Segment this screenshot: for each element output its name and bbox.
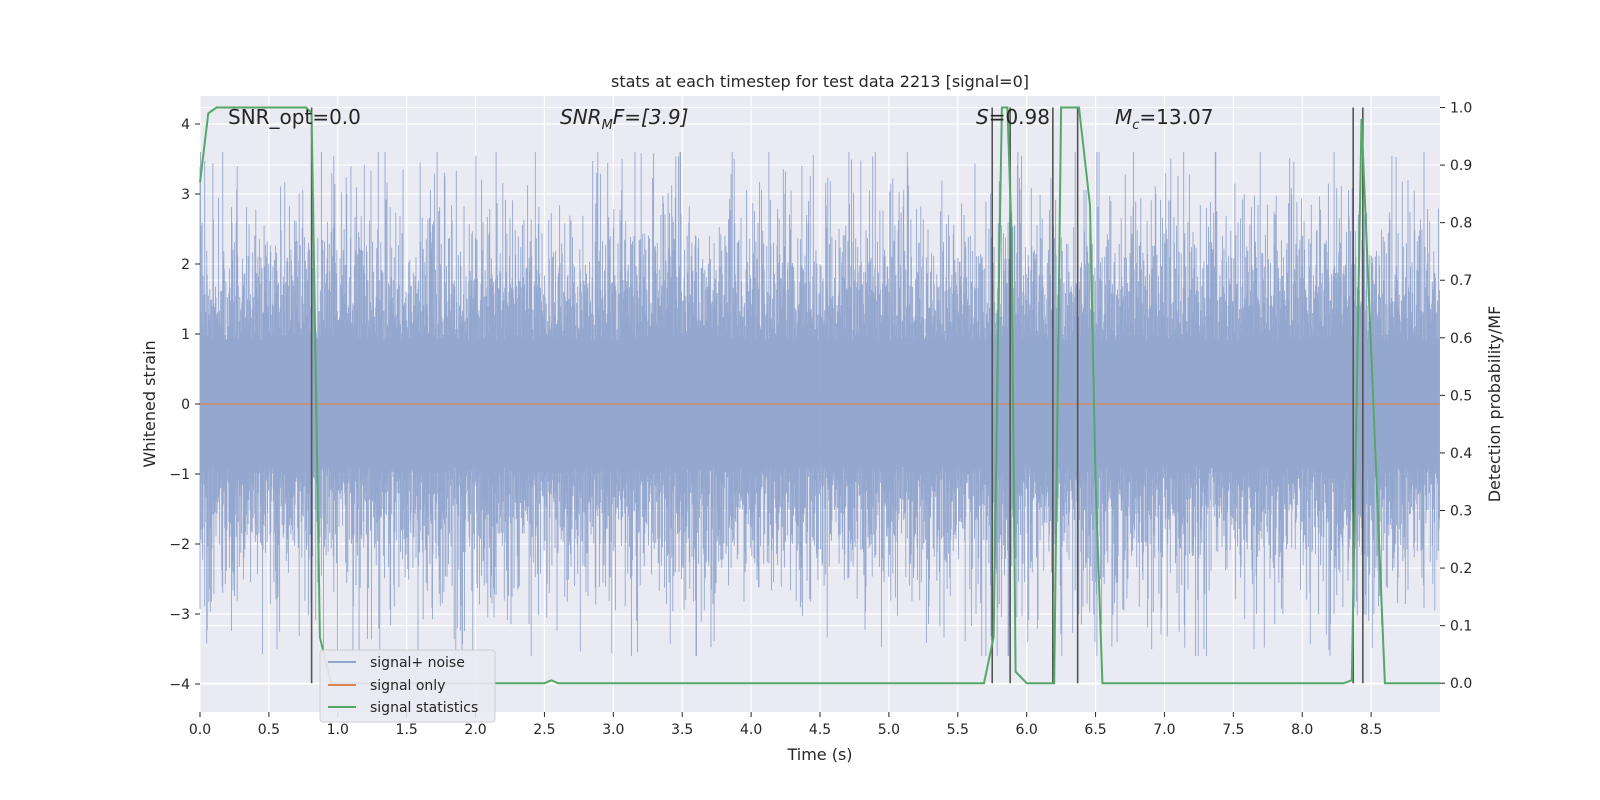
y-left-tick-label: −1 — [169, 467, 190, 483]
legend-label-signal-only: signal only — [370, 678, 445, 694]
x-axis-ticks: 0.0 0.5 1.0 1.5 2.0 2.5 3.0 3.5 4.0 4.5 5.0 5.5 6.0 6… — [189, 712, 1382, 738]
annotation-mc: Mc=13.07 — [1115, 105, 1213, 133]
vertical-lines — [310, 107, 1364, 684]
y-right-tick-label: 1.0 — [1450, 101, 1472, 117]
statistics-series — [199, 106, 1440, 685]
legend: signal+ noise signal only signal statist… — [319, 649, 496, 723]
x-tick-label: 5.5 — [947, 722, 969, 738]
y-left-tick-label: 1 — [181, 327, 190, 343]
y-axis-right-ticks: 1.0 0.9 0.8 0.7 0.6 0.5 0.4 0.3 0.2 0.1 0.0 — [1440, 101, 1472, 692]
annotation-snr-mf-subscript: M — [602, 118, 613, 133]
y-right-tick-label: 0.3 — [1450, 504, 1472, 520]
y-axis-left-ticks: 4 3 2 1 0 −1 −2 −3 −4 — [169, 117, 200, 693]
x-tick-label: 4.5 — [809, 722, 831, 738]
y-left-tick-label: 2 — [181, 257, 190, 273]
legend-label-statistics: signal statistics — [370, 700, 478, 716]
annotation-mc-value: =13.07 — [1139, 105, 1213, 129]
y-left-tick-label: −3 — [169, 607, 190, 623]
annotation-snr-mf-value: F=[3.9] — [613, 105, 689, 129]
y-left-tick-label: 3 — [181, 187, 190, 203]
noise-trace — [199, 152, 1440, 656]
x-tick-label: 7.0 — [1153, 722, 1175, 738]
y-left-tick-label: −2 — [169, 537, 190, 553]
noise-series — [199, 152, 1440, 656]
legend-box — [319, 649, 496, 723]
x-tick-label: 3.0 — [602, 722, 624, 738]
y-right-tick-label: 0.8 — [1450, 216, 1472, 232]
y-left-tick-label: 0 — [181, 397, 190, 413]
annotation-snr-opt: SNR_opt=0.0 — [228, 105, 361, 129]
x-tick-label: 2.0 — [464, 722, 486, 738]
annotation-s: S=0.98 — [976, 105, 1050, 129]
statistics-line — [199, 106, 1440, 685]
chart-title: stats at each timestep for test data 221… — [611, 72, 1029, 91]
x-tick-label: 4.0 — [740, 722, 762, 738]
x-tick-label: 1.5 — [396, 722, 418, 738]
x-tick-label: 6.0 — [1016, 722, 1038, 738]
y-right-tick-label: 0.5 — [1450, 388, 1472, 404]
x-tick-label: 2.5 — [533, 722, 555, 738]
y-right-tick-label: 0.0 — [1450, 676, 1472, 692]
y-right-tick-label: 0.2 — [1450, 561, 1472, 577]
annotation-snr-mf-symbol: SNR — [560, 105, 602, 129]
x-tick-label: 6.5 — [1084, 722, 1106, 738]
y-right-tick-label: 0.9 — [1450, 158, 1472, 174]
annotation-snr-mf: SNRMF=[3.9] — [560, 105, 688, 133]
x-tick-label: 7.5 — [1222, 722, 1244, 738]
x-axis-label: Time (s) — [786, 745, 852, 764]
y-right-tick-label: 0.4 — [1450, 446, 1472, 462]
y-axis-right-label: Detection probability/MF — [1485, 306, 1504, 503]
y-left-tick-label: −4 — [169, 677, 190, 693]
x-tick-label: 0.0 — [189, 722, 211, 738]
y-right-tick-label: 0.6 — [1450, 331, 1472, 347]
x-tick-label: 1.0 — [327, 722, 349, 738]
y-right-tick-label: 0.7 — [1450, 273, 1472, 289]
x-tick-label: 5.0 — [878, 722, 900, 738]
x-tick-label: 0.5 — [258, 722, 280, 738]
y-axis-left-label: Whitened strain — [140, 340, 159, 467]
annotation-s-value: =0.98 — [989, 105, 1050, 129]
x-tick-label: 8.0 — [1291, 722, 1313, 738]
annotation-s-symbol: S — [976, 105, 989, 129]
y-right-tick-label: 0.1 — [1450, 619, 1472, 635]
y-left-tick-label: 4 — [181, 117, 190, 133]
annotation-mc-subscript: c — [1132, 118, 1139, 133]
annotation-mc-symbol: M — [1115, 105, 1132, 129]
legend-label-noise: signal+ noise — [370, 655, 465, 671]
x-tick-label: 8.5 — [1360, 722, 1382, 738]
x-tick-label: 3.5 — [671, 722, 693, 738]
